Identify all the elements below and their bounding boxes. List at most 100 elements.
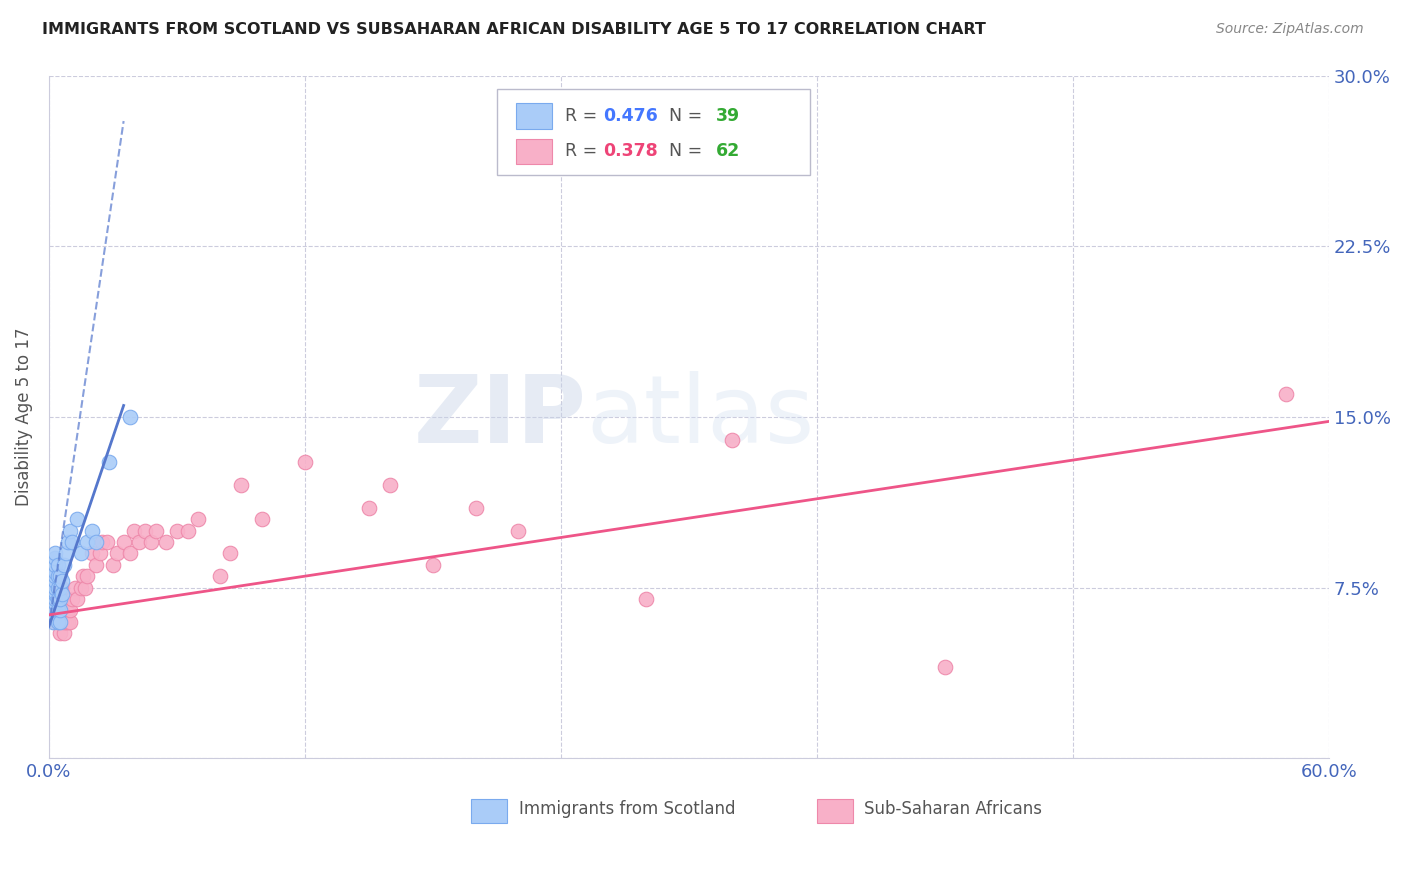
Text: Immigrants from Scotland: Immigrants from Scotland: [519, 800, 735, 819]
Point: [219, 546, 242, 560]
Point: [46, 603, 69, 617]
Point: [52, 615, 75, 629]
Point: [80, 524, 103, 538]
Point: [720, 433, 742, 447]
Point: [55, 603, 77, 617]
Y-axis label: Disability Age 5 to 17: Disability Age 5 to 17: [15, 327, 32, 506]
Point: [380, 478, 402, 492]
Point: [52, 626, 75, 640]
Text: 62: 62: [716, 143, 740, 161]
Point: [48, 626, 70, 640]
Point: [101, 558, 124, 572]
Point: [124, 524, 146, 538]
Point: [76, 569, 98, 583]
FancyBboxPatch shape: [471, 798, 508, 823]
Point: [44, 610, 66, 624]
Point: [105, 546, 128, 560]
Point: [59, 615, 82, 629]
Point: [48, 591, 70, 606]
Point: [141, 535, 163, 549]
Point: [46, 591, 69, 606]
Point: [294, 455, 316, 469]
Point: [636, 591, 658, 606]
Text: atlas: atlas: [586, 371, 814, 463]
Point: [72, 569, 94, 583]
Point: [46, 591, 69, 606]
Point: [46, 569, 69, 583]
Point: [80, 546, 103, 560]
Text: 0.476: 0.476: [603, 107, 658, 125]
Point: [134, 524, 156, 538]
Point: [44, 569, 66, 583]
Point: [48, 615, 70, 629]
Text: ZIP: ZIP: [413, 371, 586, 463]
Point: [84, 558, 107, 572]
Point: [145, 524, 167, 538]
Point: [66, 591, 89, 606]
FancyBboxPatch shape: [516, 103, 553, 129]
Point: [44, 581, 66, 595]
Point: [70, 546, 93, 560]
Point: [44, 587, 66, 601]
Point: [252, 512, 274, 526]
Point: [128, 535, 150, 549]
Point: [357, 500, 380, 515]
Text: Source: ZipAtlas.com: Source: ZipAtlas.com: [1216, 22, 1364, 37]
Point: [96, 535, 118, 549]
Point: [46, 581, 69, 595]
Point: [44, 591, 66, 606]
Point: [59, 524, 82, 538]
FancyBboxPatch shape: [817, 798, 852, 823]
Point: [48, 603, 70, 617]
Point: [46, 615, 69, 629]
Point: [46, 603, 69, 617]
Point: [56, 603, 79, 617]
Point: [66, 512, 89, 526]
Point: [55, 615, 77, 629]
Point: [48, 591, 70, 606]
Point: [44, 597, 66, 611]
Point: [422, 558, 444, 572]
Point: [44, 585, 66, 599]
FancyBboxPatch shape: [516, 138, 553, 164]
Point: [97, 455, 120, 469]
Text: IMMIGRANTS FROM SCOTLAND VS SUBSAHARAN AFRICAN DISABILITY AGE 5 TO 17 CORRELATIO: IMMIGRANTS FROM SCOTLAND VS SUBSAHARAN A…: [42, 22, 986, 37]
Point: [44, 546, 66, 560]
Text: R =: R =: [565, 107, 603, 125]
Point: [59, 603, 82, 617]
Point: [46, 581, 69, 595]
Point: [84, 535, 107, 549]
Text: 39: 39: [716, 107, 740, 125]
Text: 0.378: 0.378: [603, 143, 658, 161]
Point: [176, 524, 198, 538]
Point: [48, 603, 70, 617]
Point: [155, 535, 177, 549]
Point: [51, 603, 73, 617]
Point: [44, 603, 66, 617]
Point: [508, 524, 530, 538]
Point: [46, 558, 69, 572]
Point: [118, 546, 141, 560]
Point: [44, 558, 66, 572]
Text: R =: R =: [565, 143, 603, 161]
Point: [89, 546, 111, 560]
FancyBboxPatch shape: [496, 89, 810, 175]
Point: [166, 524, 188, 538]
Point: [229, 478, 252, 492]
Point: [48, 569, 70, 583]
Point: [46, 615, 69, 629]
Point: [44, 591, 66, 606]
Point: [112, 535, 135, 549]
Point: [52, 558, 75, 572]
Point: [63, 581, 86, 595]
Point: [75, 581, 97, 595]
Point: [55, 546, 77, 560]
Point: [51, 581, 73, 595]
Point: [48, 581, 70, 595]
Point: [51, 615, 73, 629]
Point: [42, 615, 65, 629]
Point: [51, 587, 73, 601]
Point: [51, 574, 73, 588]
Point: [44, 615, 66, 629]
Point: [1275, 387, 1298, 401]
